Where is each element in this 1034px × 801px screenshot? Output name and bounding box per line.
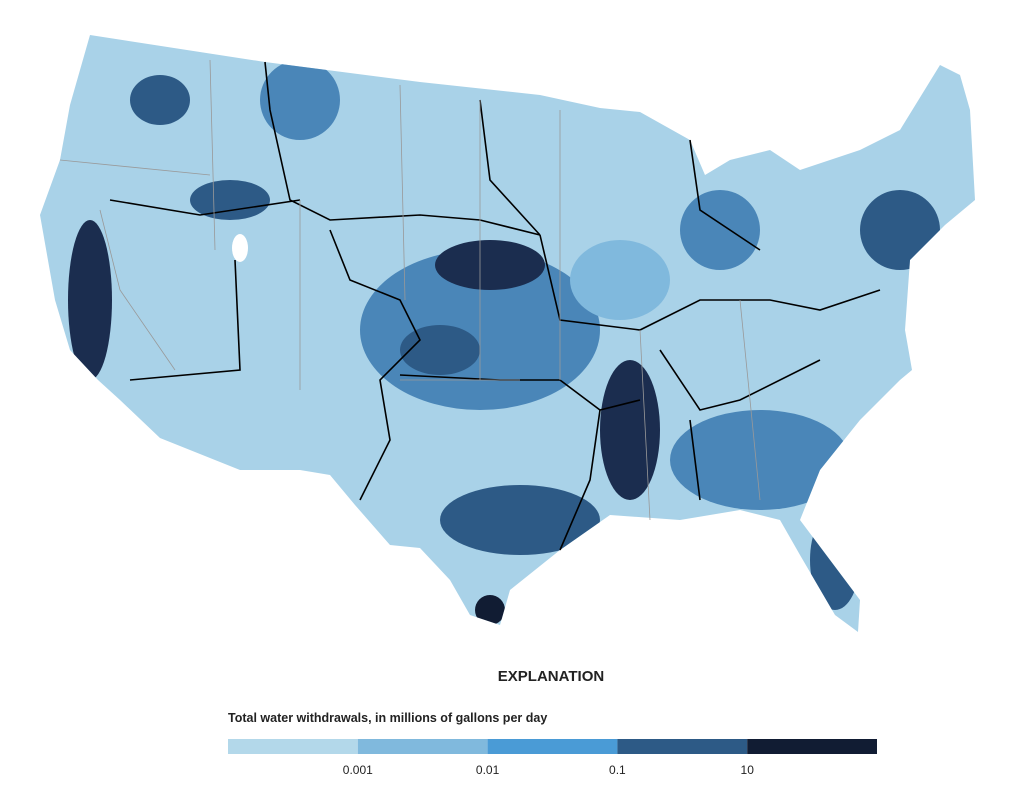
legend-swatch — [228, 739, 358, 754]
legend-subtitle: Total water withdrawals, in millions of … — [228, 711, 547, 725]
region — [670, 410, 850, 510]
region — [475, 595, 505, 625]
legend-break-label: 0.1 — [609, 763, 626, 777]
lake — [232, 234, 248, 262]
region — [810, 510, 860, 610]
region — [130, 75, 190, 125]
map — [40, 35, 975, 632]
region — [440, 485, 600, 555]
region — [190, 180, 270, 220]
region — [260, 60, 340, 140]
legend: 0.001 0.01 0.1 10 — [228, 739, 877, 777]
legend-break-label: 0.01 — [476, 763, 500, 777]
region — [570, 240, 670, 320]
legend-swatch — [487, 739, 618, 754]
region — [680, 190, 760, 270]
legend-swatch — [357, 739, 488, 754]
legend-break-label: 0.001 — [343, 763, 373, 777]
region — [600, 360, 660, 500]
region — [435, 240, 545, 290]
state-boundaries — [59, 59, 761, 521]
region — [860, 190, 940, 270]
legend-swatch — [747, 739, 877, 754]
region — [68, 220, 112, 380]
legend-swatch — [617, 739, 748, 754]
legend-title: EXPLANATION — [498, 668, 604, 685]
region — [400, 325, 480, 375]
legend-break-label: 10 — [741, 763, 755, 777]
